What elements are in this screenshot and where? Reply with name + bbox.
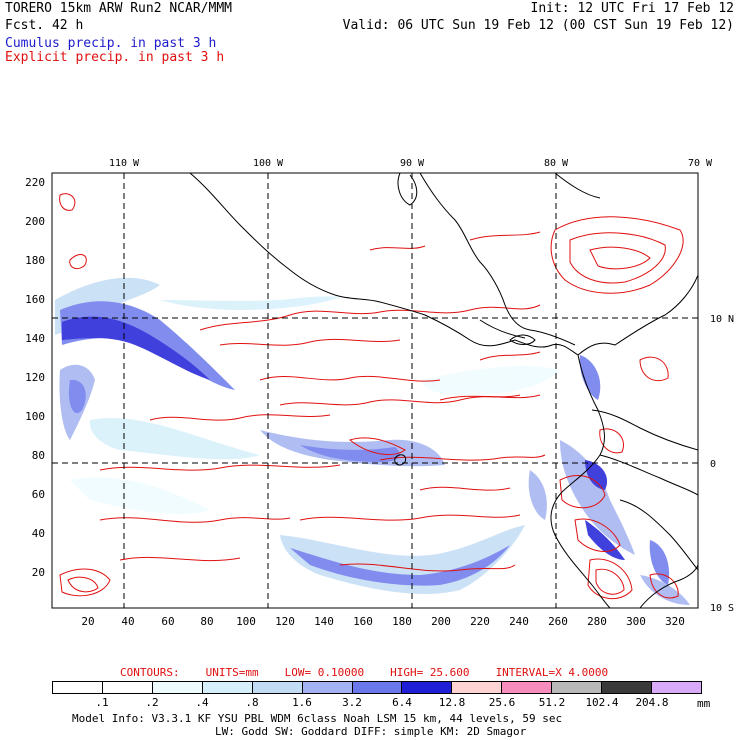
x-tick: 200 (431, 615, 451, 628)
y-tick: 60 (32, 488, 45, 501)
y-tick: 160 (25, 293, 45, 306)
x-tick: 100 (236, 615, 256, 628)
latlon-grid (52, 173, 698, 608)
physics-info: LW: Godd SW: Goddard DIFF: simple KM: 2D… (215, 725, 527, 738)
model-info: Model Info: V3.3.1 KF YSU PBL WDM 6class… (72, 712, 563, 725)
y-tick: 40 (32, 527, 45, 540)
x-tick: 180 (392, 615, 412, 628)
valid-time: Valid: 06 UTC Sun 19 Feb 12 (00 CST Sun … (342, 18, 734, 33)
legend-swatch (452, 682, 503, 693)
legend-label: 102.4 (585, 696, 619, 709)
legend-label: 1.6 (292, 696, 312, 709)
contour-info: CONTOURS: UNITS=mm LOW= 0.10000 HIGH= 25.60… (120, 666, 634, 679)
y-tick: 200 (25, 215, 45, 228)
explicit-field-label: Explicit precip. in past 3 h (5, 50, 225, 65)
x-tick: 40 (121, 615, 134, 628)
legend-swatch (302, 682, 353, 693)
legend-label: 12.8 (438, 696, 466, 709)
legend-swatch (252, 682, 303, 693)
cumulus-precip-shading (55, 277, 690, 605)
lat-label-10n: 10 N (710, 314, 734, 325)
lon-label-70w: 70 W (688, 158, 713, 169)
x-tick: 240 (509, 615, 529, 628)
legend-swatch (102, 682, 153, 693)
x-tick: 20 (81, 615, 94, 628)
legend-swatch (152, 682, 203, 693)
cumulus-field-label: Cumulus precip. in past 3 h (5, 36, 217, 51)
y-tick: 120 (25, 371, 45, 384)
legend-label: .8 (245, 696, 259, 709)
legend-label: 3.2 (342, 696, 362, 709)
legend-label: 25.6 (488, 696, 516, 709)
y-tick: 140 (25, 332, 45, 345)
legend-swatch (502, 682, 553, 693)
legend-swatch (202, 682, 253, 693)
x-tick: 160 (353, 615, 373, 628)
legend-label: .1 (95, 696, 109, 709)
coastlines (189, 173, 698, 608)
legend-labels: .1 .2 .4 .8 1.6 3.2 6.4 12.8 25.6 51.2 102.4 204.8 (52, 696, 702, 709)
legend-swatch (652, 682, 701, 693)
plot-title: TORERO 15km ARW Run2 NCAR/MMM (5, 1, 232, 16)
x-tick: 300 (626, 615, 646, 628)
x-tick: 280 (587, 615, 607, 628)
lon-label-110w: 110 W (109, 158, 140, 169)
lat-label-10s: 10 S (710, 603, 734, 614)
contour-units: UNITS=mm (205, 666, 259, 679)
legend-swatch (53, 682, 103, 693)
legend-swatch (402, 682, 453, 693)
legend-label: .4 (195, 696, 209, 709)
legend-swatch (602, 682, 653, 693)
x-tick: 120 (275, 615, 295, 628)
y-tick: 220 (25, 176, 45, 189)
explicit-precip-contours (59, 193, 684, 600)
contour-interval: INTERVAL=X 4.0000 (495, 666, 609, 679)
lon-label-100w: 100 W (253, 158, 284, 169)
map-frame (51, 172, 699, 609)
x-tick: 220 (470, 615, 490, 628)
legend-label: 51.2 (538, 696, 566, 709)
contour-low: LOW= 0.10000 (284, 666, 365, 679)
y-tick: 180 (25, 254, 45, 267)
x-tick: 320 (665, 615, 685, 628)
y-tick: 20 (32, 566, 45, 579)
x-tick: 60 (161, 615, 174, 628)
contour-high: HIGH= 25.600 (390, 666, 470, 679)
legend-label: .2 (145, 696, 159, 709)
forecast-hour: Fcst. 42 h (5, 18, 84, 33)
y-tick: 80 (32, 449, 45, 462)
legend-unit: mm (697, 697, 711, 710)
x-tick: 140 (314, 615, 334, 628)
init-time: Init: 12 UTC Fri 17 Feb 12 (530, 1, 735, 16)
legend-label: 6.4 (392, 696, 412, 709)
lat-label-0: 0 (710, 459, 716, 470)
legend-label: 204.8 (635, 696, 669, 709)
lon-label-80w: 80 W (544, 158, 569, 169)
precip-map: 110 W 100 W 90 W 80 W 70 W 10 N 0 10 S 2… (25, 158, 734, 628)
legend-swatch (552, 682, 603, 693)
x-tick: 80 (200, 615, 213, 628)
lon-label-90w: 90 W (400, 158, 425, 169)
y-tick: 100 (25, 410, 45, 423)
contour-label: CONTOURS: (120, 666, 180, 679)
legend-colorbar (52, 681, 702, 694)
legend-swatch (352, 682, 403, 693)
x-tick: 260 (548, 615, 568, 628)
